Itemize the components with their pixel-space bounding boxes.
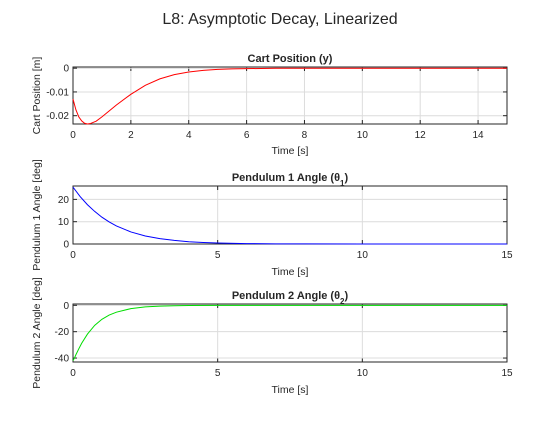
x-tick-label: 0 — [70, 250, 76, 261]
plot-area — [72, 66, 508, 125]
y-tick-label: 0 — [63, 240, 69, 251]
subplot-3: 0 5 10 15 0 -20 -40 Pendulum 2 Angle (θ2) Time [… — [31, 277, 513, 396]
subplot-title: Pendulum 2 Angle (θ2) — [232, 290, 349, 306]
x-axis-label: Time [s] — [272, 145, 309, 157]
plot-area — [72, 185, 508, 245]
subplot-title: Cart Position (y) — [248, 53, 333, 65]
figure-title: L8: Asymptotic Decay, Linearized — [162, 11, 397, 28]
x-tick-label: 6 — [244, 130, 250, 141]
x-tick-label: 2 — [128, 130, 134, 141]
axes-box — [72, 303, 508, 363]
x-tick-label: 10 — [357, 368, 369, 379]
x-axis-label: Time [s] — [272, 384, 309, 396]
y-tick-label: -20 — [55, 327, 70, 338]
y-axis-label: Pendulum 1 Angle [deg] — [31, 159, 43, 271]
series-line-1 — [72, 304, 507, 361]
x-tick-label: 10 — [357, 250, 369, 261]
y-axis-label: Cart Position [m] — [31, 57, 43, 135]
series-line-1 — [72, 186, 507, 245]
x-tick-label: 5 — [215, 250, 221, 261]
subplot-2: 0 5 10 15 0 10 20 Pendulum 1 Angle (θ1) Time [s]… — [31, 159, 513, 278]
plot-area — [72, 303, 508, 363]
y-tick-label: 20 — [58, 195, 70, 206]
y-axis-label: Pendulum 2 Angle [deg] — [31, 277, 43, 389]
x-tick-label: 8 — [302, 130, 308, 141]
x-tick-label: 15 — [501, 250, 513, 261]
x-tick-label: 4 — [186, 130, 192, 141]
subplot-1: 0 2 4 6 8 10 12 14 0 -0.01 -0.02 Cart Position (y) T… — [31, 53, 508, 157]
axes-box — [72, 66, 508, 125]
x-axis-label: Time [s] — [272, 266, 309, 278]
y-tick-label: 0 — [63, 301, 69, 312]
y-tick-label: -0.02 — [46, 111, 69, 122]
x-tick-label: 5 — [215, 368, 221, 379]
y-tick-label: 0 — [63, 64, 69, 75]
x-tick-label: 12 — [415, 130, 427, 141]
y-tick-label: 10 — [58, 217, 70, 228]
subplot-title: Pendulum 1 Angle (θ1) — [232, 172, 349, 188]
series-line-1 — [72, 67, 507, 125]
y-tick-label: -0.01 — [46, 87, 69, 98]
y-tick-label: -40 — [55, 354, 70, 365]
x-tick-label: 10 — [357, 130, 369, 141]
x-tick-label: 14 — [473, 130, 485, 141]
x-tick-label: 0 — [70, 130, 76, 141]
x-tick-label: 15 — [501, 368, 513, 379]
x-tick-label: 0 — [70, 368, 76, 379]
